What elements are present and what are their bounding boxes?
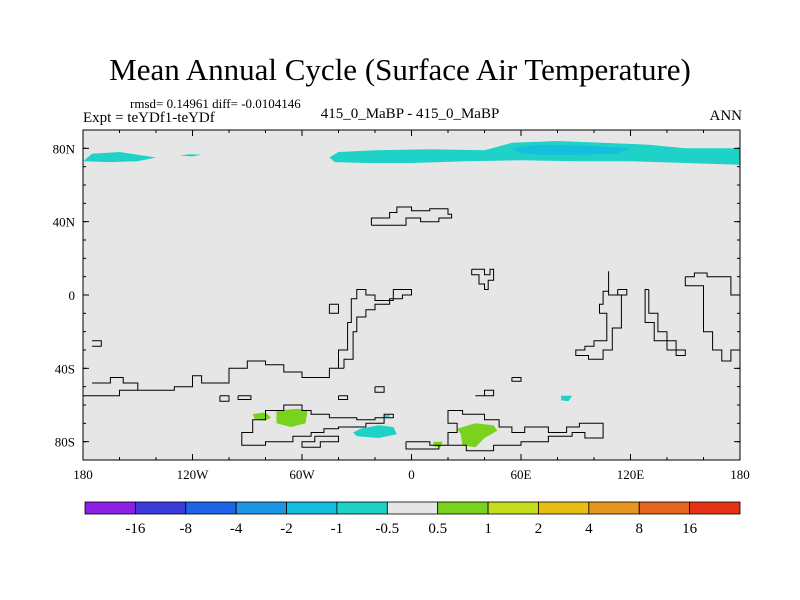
anomaly-south-cool-1 — [353, 425, 397, 438]
colorbar-swatch — [638, 501, 691, 515]
x-tick-label: 60W — [289, 467, 315, 482]
colorbar-label: 1 — [484, 521, 492, 537]
coastline-9 — [374, 386, 385, 393]
coastline-1 — [301, 435, 339, 448]
anomaly-south-warm-3 — [457, 423, 498, 448]
anomaly-regions — [83, 141, 740, 448]
x-tick-label: 180 — [730, 467, 750, 482]
chart-title: Mean Annual Cycle (Surface Air Temperatu… — [109, 52, 691, 87]
anomaly-arctic-cool-1 — [83, 152, 156, 163]
colorbar-swatch — [235, 501, 287, 515]
coastline-18 — [685, 272, 740, 296]
colorbar-swatch — [538, 501, 590, 515]
anomaly-arctic-cool-2 — [179, 154, 202, 157]
y-axis: 80N 40N 0 40S 80S — [53, 129, 740, 461]
colorbar-label: 16 — [682, 521, 698, 537]
colorbar-swatch — [437, 501, 489, 515]
x-tick-label: 120E — [617, 467, 645, 482]
stats-label: rmsd= 0.14961 diff= -0.0104146 — [130, 96, 301, 111]
case-label: 415_0_MaBP - 415_0_MaBP — [320, 106, 500, 122]
x-tick-label: 180 — [73, 467, 93, 482]
colorbar-label: -4 — [230, 521, 243, 537]
season-label: ANN — [709, 108, 743, 124]
coastline-16 — [617, 289, 628, 296]
coastline-14 — [471, 268, 495, 290]
anomaly-south-cool-2 — [384, 415, 390, 417]
coastline-6 — [219, 395, 230, 402]
coastline-19 — [644, 289, 686, 356]
colorbar-label: -16 — [125, 521, 145, 537]
colorbar-swatch — [84, 501, 136, 515]
x-tick-label: 60E — [511, 467, 532, 482]
anomaly-south-cool-3 — [561, 395, 573, 402]
y-tick-label: 40S — [55, 361, 75, 376]
anomaly-south-warm-4 — [433, 441, 443, 448]
coastline-12 — [511, 377, 522, 382]
coastline-17 — [684, 276, 740, 362]
coastline-13 — [370, 206, 453, 226]
y-tick-label: 40N — [53, 215, 76, 230]
coastline-4 — [83, 360, 339, 397]
coastline-2 — [405, 410, 604, 452]
colorbar-swatch — [286, 501, 338, 515]
colorbar-swatch — [588, 501, 640, 515]
anomaly-arctic-cool-core — [511, 144, 631, 155]
anomaly-south-warm-1 — [252, 412, 271, 421]
x-tick-label: 120W — [177, 467, 210, 482]
x-axis: 180 120W 60W 0 60E 120E 180 — [73, 130, 750, 482]
colorbar-swatch — [185, 501, 237, 515]
colorbar-label: 2 — [535, 521, 543, 537]
coastline-15 — [575, 271, 622, 360]
colorbar-label: 4 — [585, 521, 593, 537]
colorbar-label: 0.5 — [428, 521, 447, 537]
y-tick-label: 80S — [55, 435, 75, 450]
colorbar-swatch — [487, 501, 539, 515]
coastline-5 — [92, 340, 102, 347]
coastline-10 — [338, 395, 349, 400]
colorbar-swatch — [134, 501, 187, 515]
colorbar-label: -1 — [331, 521, 344, 537]
coastline-7 — [237, 395, 252, 400]
colorbar-label: -2 — [280, 521, 293, 537]
coastline-3 — [338, 289, 412, 369]
coastline-20 — [92, 377, 139, 391]
x-tick-label: 0 — [408, 467, 415, 482]
coastline-11 — [475, 389, 495, 397]
colorbar-swatch — [386, 501, 439, 515]
experiment-label: Expt = teYDf1-teYDf — [83, 110, 215, 126]
colorbar-label: -8 — [180, 521, 193, 537]
colorbar-label: 8 — [635, 521, 643, 537]
colorbar: -16 -8 -4 -2 -1 -0.5 0.5 1 2 4 8 16 — [84, 501, 741, 537]
y-tick-label: 80N — [53, 141, 76, 156]
y-tick-label: 0 — [69, 288, 76, 303]
anomaly-south-warm-2 — [276, 408, 308, 427]
coastline-8 — [328, 303, 339, 314]
colorbar-swatch — [336, 501, 388, 515]
coastlines — [83, 206, 740, 452]
colorbar-label: -0.5 — [375, 521, 399, 537]
colorbar-swatch — [689, 501, 741, 515]
coastline-0 — [241, 404, 394, 446]
